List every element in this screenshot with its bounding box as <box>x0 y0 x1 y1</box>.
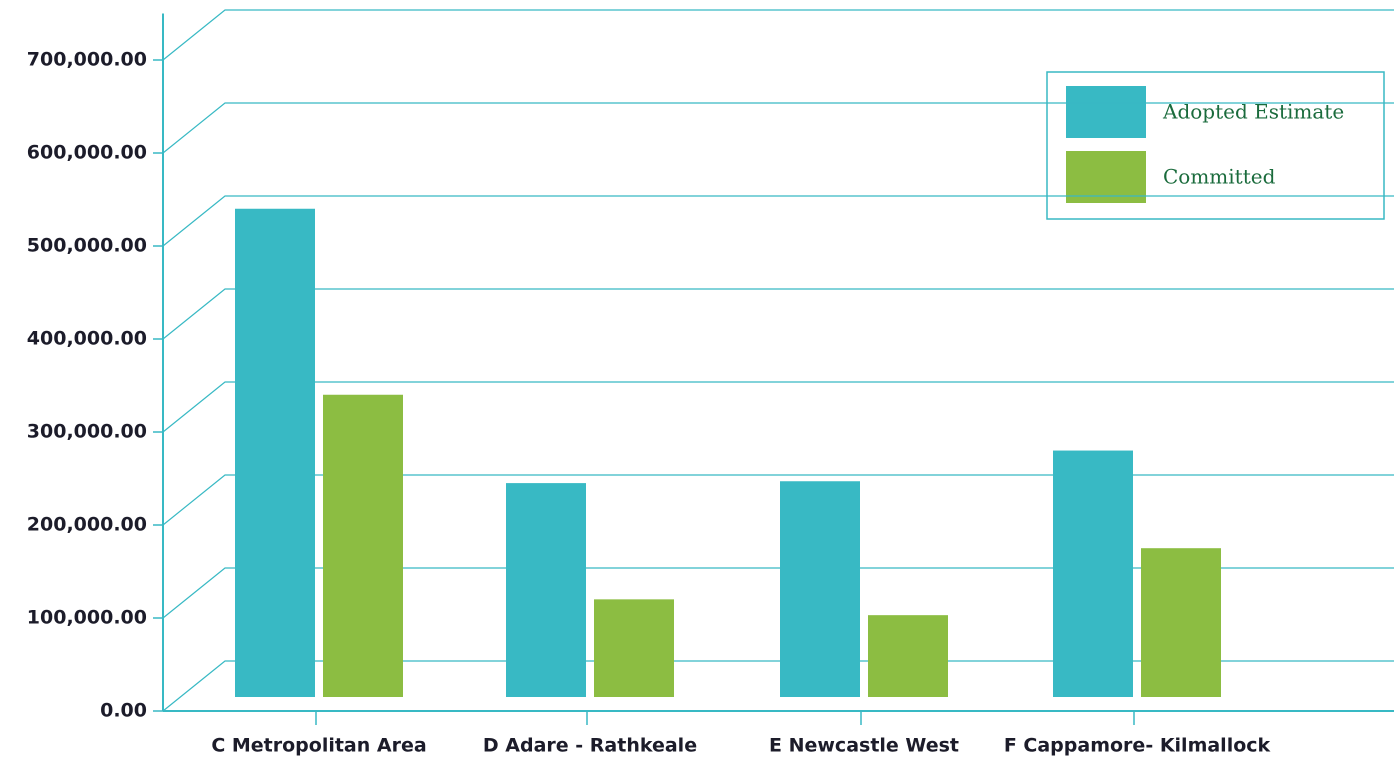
legend-swatch <box>1066 151 1146 203</box>
x-tick-label: E Newcastle West <box>769 735 959 757</box>
grid-line <box>162 195 1394 247</box>
y-tick-label: 300,000.00 <box>27 421 147 443</box>
bar <box>323 394 403 697</box>
grid <box>162 9 1394 712</box>
grid-line <box>162 9 1394 61</box>
bar <box>868 615 948 697</box>
x-tick-label: D Adare - Rathkeale <box>483 735 697 757</box>
bar <box>594 599 674 697</box>
legend-label: Committed <box>1163 165 1276 189</box>
y-tick-label: 600,000.00 <box>27 142 147 164</box>
x-tick-label: C Metropolitan Area <box>211 735 426 757</box>
y-tick-label: 0.00 <box>100 700 147 722</box>
bar <box>506 483 586 697</box>
bar <box>1141 548 1221 697</box>
grid-line <box>162 567 1394 619</box>
grid-line <box>162 660 1394 712</box>
bar <box>780 481 860 697</box>
grid-line <box>162 102 1394 154</box>
grid-line <box>162 288 1394 340</box>
grid-line <box>162 474 1394 526</box>
grid-line <box>162 381 1394 433</box>
y-tick-label: 400,000.00 <box>27 328 147 350</box>
y-tick-label: 100,000.00 <box>27 607 147 629</box>
y-tick-label: 700,000.00 <box>27 49 147 71</box>
y-tick-label: 200,000.00 <box>27 514 147 536</box>
bar <box>1053 450 1133 697</box>
x-tick-label: F Cappamore- Kilmallock <box>1004 735 1271 757</box>
legend-swatch <box>1066 86 1146 138</box>
y-tick-label: 500,000.00 <box>27 235 147 257</box>
bar <box>235 208 315 697</box>
